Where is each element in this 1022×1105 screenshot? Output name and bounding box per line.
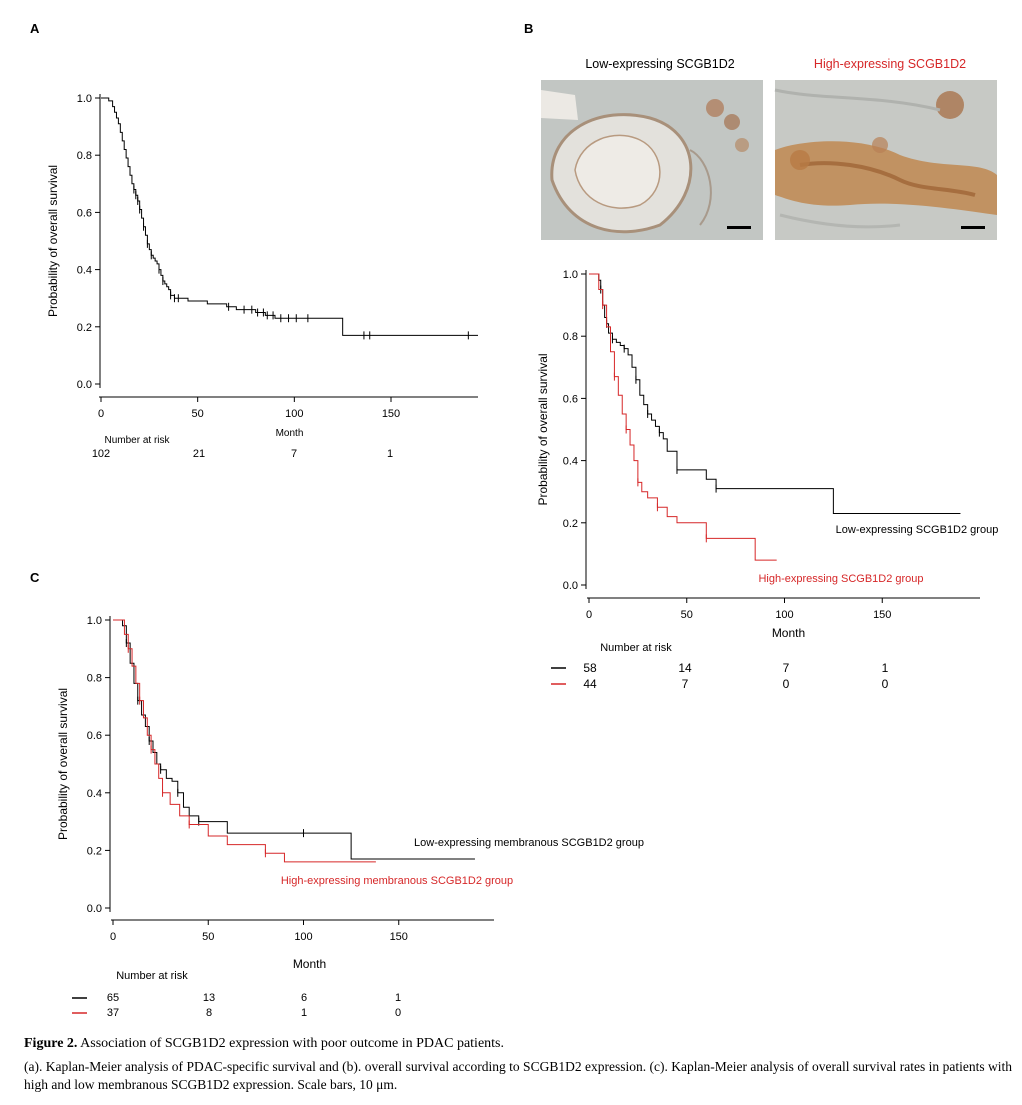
y-tick-label: 0.6 xyxy=(77,207,92,219)
y-tick-label: 0.2 xyxy=(563,518,578,530)
risk-value-low: 58 xyxy=(583,661,597,675)
x-tick-label: 0 xyxy=(586,609,592,621)
curve-label-high: High-expressing SCGB1D2 group xyxy=(758,573,923,585)
curve-label-low: Low-expressing membranous SCGB1D2 group xyxy=(414,837,644,849)
y-tick-label: 0.6 xyxy=(563,393,578,405)
x-axis-label: Month xyxy=(772,626,805,640)
survival-curve-low xyxy=(101,97,478,336)
y-tick-label: 0.0 xyxy=(87,903,102,915)
y-axis-label: Probability of overall survival xyxy=(536,353,550,505)
risk-table-title: Number at risk xyxy=(116,970,188,982)
caption-figure-number: Figure 2. xyxy=(24,1036,78,1051)
y-tick-label: 0.8 xyxy=(77,150,92,162)
y-axis-label: Probability of overall survival xyxy=(56,688,70,840)
caption-title-text: Association of SCGB1D2 expression with p… xyxy=(77,1036,504,1051)
y-tick-label: 0.0 xyxy=(77,379,92,391)
risk-value-low: 6 xyxy=(301,992,307,1004)
curve-label-low: Low-expressing SCGB1D2 group xyxy=(836,524,999,536)
y-tick-label: 0.2 xyxy=(77,322,92,334)
panel-c-label: C xyxy=(30,570,40,585)
risk-value-high: 1 xyxy=(301,1007,307,1019)
caption-body: (a). Kaplan-Meier analysis of PDAC-speci… xyxy=(24,1059,1012,1092)
figure-2: A B C 1.00.80.60.40.20.00 50 100 150Probabi… xyxy=(30,21,998,1019)
panel-b-label: B xyxy=(524,21,533,36)
y-tick-label: 0.0 xyxy=(563,580,578,592)
risk-value-low: 65 xyxy=(107,992,119,1004)
y-tick-label: 0.6 xyxy=(87,730,102,742)
ihc-low-image xyxy=(541,80,763,240)
y-axis-label: Probability of overall survival xyxy=(46,165,60,317)
ihc-low-title: Low-expressing SCGB1D2 xyxy=(585,57,734,71)
risk-value-high: 37 xyxy=(107,1007,119,1019)
risk-value: 102 xyxy=(92,448,110,460)
risk-value: 21 xyxy=(193,448,205,460)
panel-a-km-plot: 1.0 0.8 0.6 0.4 0.2 0.0 0 50 100 150 Probability o… xyxy=(46,93,478,460)
risk-table-title: Number at risk xyxy=(104,435,170,446)
risk-value-low: 1 xyxy=(882,661,889,675)
survival-curve-high xyxy=(589,273,777,561)
risk-value: 1 xyxy=(387,448,393,460)
y-tick-label: 1.0 xyxy=(87,615,102,627)
x-tick-label: 150 xyxy=(390,931,408,943)
y-tick-label: 0.2 xyxy=(87,845,102,857)
risk-value-high: 8 xyxy=(206,1007,212,1019)
survival-curve-low xyxy=(113,619,475,860)
survival-curve-high xyxy=(113,619,376,863)
ihc-high-image xyxy=(774,80,997,240)
curve-label-high: High-expressing membranous SCGB1D2 group xyxy=(281,875,513,887)
risk-value-high: 0 xyxy=(783,677,790,691)
x-tick-label: 0 xyxy=(110,931,116,943)
survival-curve-low xyxy=(589,273,961,514)
ihc-high-title: High-expressing SCGB1D2 xyxy=(814,57,966,71)
caption-title: Figure 2. Association of SCGB1D2 express… xyxy=(24,1036,1004,1052)
y-tick-label: 1.0 xyxy=(563,269,578,281)
risk-value-low: 1 xyxy=(395,992,401,1004)
y-tick-label: 0.4 xyxy=(87,788,102,800)
y-tick-label: 0.8 xyxy=(563,331,578,343)
x-tick-label: 50 xyxy=(202,931,214,943)
panel-a-label: A xyxy=(30,21,40,36)
x-tick-label: 100 xyxy=(285,408,303,420)
risk-value-high: 0 xyxy=(882,677,889,691)
y-tick-label: 1.0 xyxy=(77,93,92,105)
risk-value: 7 xyxy=(291,448,297,460)
y-tick-label: 0.4 xyxy=(563,456,578,468)
risk-value-high: 7 xyxy=(682,677,689,691)
risk-value-high: 0 xyxy=(395,1007,401,1019)
risk-table-title: Number at risk xyxy=(600,642,672,654)
x-axis-label: Month xyxy=(293,957,326,971)
risk-value-high: 44 xyxy=(583,677,597,691)
x-tick-label: 100 xyxy=(294,931,312,943)
panel-c-km-plot: 1.0 0.8 0.6 0.4 0.2 0.0 0 50 100 150 Probability o… xyxy=(56,615,644,1019)
x-tick-label: 150 xyxy=(382,408,400,420)
x-tick-label: 0 xyxy=(98,408,104,420)
risk-value-low: 14 xyxy=(678,661,692,675)
y-tick-label: 0.4 xyxy=(77,265,92,277)
x-tick-label: 100 xyxy=(775,609,793,621)
x-tick-label: 50 xyxy=(192,408,204,420)
risk-value-low: 7 xyxy=(783,661,790,675)
x-axis-label: Month xyxy=(276,428,304,439)
x-tick-label: 50 xyxy=(681,609,693,621)
x-tick-label: 150 xyxy=(873,609,891,621)
risk-value-low: 13 xyxy=(203,992,215,1004)
y-tick-label: 0.8 xyxy=(87,673,102,685)
